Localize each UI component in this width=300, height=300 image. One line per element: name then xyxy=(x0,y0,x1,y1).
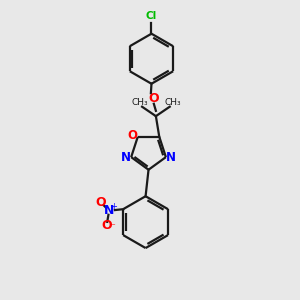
Text: N: N xyxy=(104,204,114,217)
Text: CH₃: CH₃ xyxy=(131,98,148,107)
Text: O: O xyxy=(148,92,159,105)
Text: O: O xyxy=(128,129,137,142)
Text: O: O xyxy=(95,196,106,209)
Text: O: O xyxy=(101,220,112,232)
Text: CH₃: CH₃ xyxy=(164,98,181,107)
Text: Cl: Cl xyxy=(146,11,157,21)
Text: N: N xyxy=(121,151,131,164)
Text: +: + xyxy=(110,202,117,211)
Text: ⁻: ⁻ xyxy=(109,223,115,233)
Text: N: N xyxy=(166,151,176,164)
